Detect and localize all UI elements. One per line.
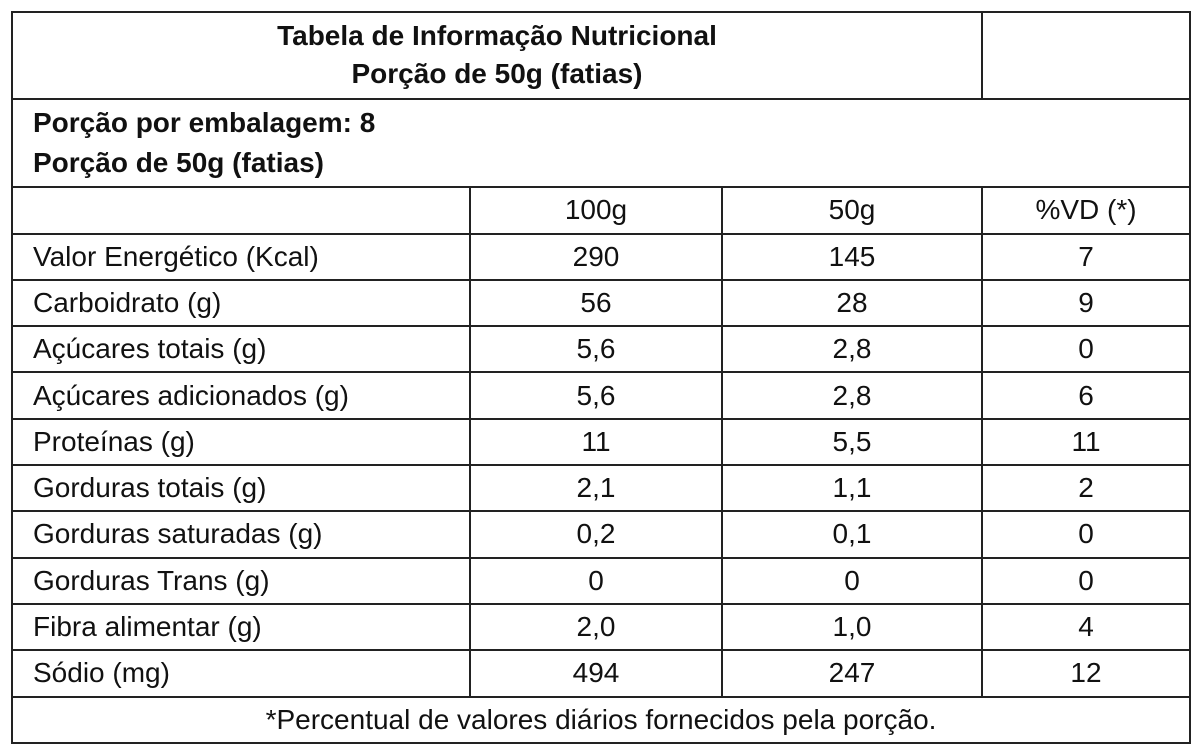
nutrient-row: Sódio (mg) 494 247 12	[11, 649, 1191, 698]
nutrient-name: Proteínas (g)	[11, 417, 471, 467]
value-50g: 247	[721, 649, 983, 698]
nutrient-name: Sódio (mg)	[11, 649, 471, 698]
nutrient-name: Carboidrato (g)	[11, 278, 471, 328]
portion-info: Porção por embalagem: 8 Porção de 50g (f…	[11, 97, 1191, 189]
nutrient-name: Açúcares totais (g)	[11, 325, 471, 374]
value-50g: 1,0	[721, 602, 983, 652]
table-title: Tabela de Informação Nutricional Porção …	[11, 11, 983, 100]
nutrition-table-grid: Tabela de Informação Nutricional Porção …	[11, 11, 1191, 745]
value-vd: 7	[981, 232, 1191, 281]
nutrient-row: Proteínas (g) 11 5,5 11	[11, 417, 1191, 467]
value-50g: 2,8	[721, 371, 983, 420]
value-50g: 2,8	[721, 325, 983, 374]
nutrient-row: Açúcares totais (g) 5,6 2,8 0	[11, 325, 1191, 374]
portions-per-package: Porção por embalagem: 8	[33, 106, 376, 138]
column-header-vd: %VD (*)	[981, 186, 1191, 235]
value-50g: 0	[721, 556, 983, 606]
value-vd: 0	[981, 556, 1191, 606]
value-50g: 145	[721, 232, 983, 281]
value-vd: 12	[981, 649, 1191, 698]
value-50g: 5,5	[721, 417, 983, 467]
value-100g: 11	[469, 417, 723, 467]
nutrient-name: Valor Energético (Kcal)	[11, 232, 471, 281]
title-row: Tabela de Informação Nutricional Porção …	[11, 11, 1191, 100]
value-vd: 0	[981, 325, 1191, 374]
nutrient-row: Gorduras saturadas (g) 0,2 0,1 0	[11, 510, 1191, 559]
value-vd: 11	[981, 417, 1191, 467]
nutrient-rows: Valor Energético (Kcal) 290 145 7 Carboidrat…	[11, 232, 1191, 698]
title-line-1: Tabela de Informação Nutricional	[277, 20, 717, 52]
nutrient-row: Gorduras Trans (g) 0 0 0	[11, 556, 1191, 606]
portion-row: Porção por embalagem: 8 Porção de 50g (f…	[11, 97, 1191, 189]
value-vd: 0	[981, 510, 1191, 559]
column-header-row: 100g 50g %VD (*)	[11, 186, 1191, 235]
value-vd: 2	[981, 464, 1191, 513]
value-vd: 6	[981, 371, 1191, 420]
value-50g: 0,1	[721, 510, 983, 559]
nutrient-row: Gorduras totais (g) 2,1 1,1 2	[11, 464, 1191, 513]
value-50g: 28	[721, 278, 983, 328]
nutrient-name: Gorduras totais (g)	[11, 464, 471, 513]
value-100g: 494	[469, 649, 723, 698]
value-100g: 2,1	[469, 464, 723, 513]
title-empty-cell	[981, 11, 1191, 100]
nutrient-row: Fibra alimentar (g) 2,0 1,0 4	[11, 602, 1191, 652]
nutrition-facts-table: Tabela de Informação Nutricional Porção …	[11, 11, 1191, 745]
value-vd: 4	[981, 602, 1191, 652]
value-100g: 0,2	[469, 510, 723, 559]
footnote: *Percentual de valores diários fornecido…	[11, 695, 1191, 745]
column-header-50g: 50g	[721, 186, 983, 235]
value-vd: 9	[981, 278, 1191, 328]
value-50g: 1,1	[721, 464, 983, 513]
nutrient-row: Valor Energético (Kcal) 290 145 7	[11, 232, 1191, 281]
nutrient-row: Açúcares adicionados (g) 5,6 2,8 6	[11, 371, 1191, 420]
nutrient-name: Fibra alimentar (g)	[11, 602, 471, 652]
nutrient-row: Carboidrato (g) 56 28 9	[11, 278, 1191, 328]
nutrient-name: Gorduras saturadas (g)	[11, 510, 471, 559]
nutrient-name: Gorduras Trans (g)	[11, 556, 471, 606]
title-line-2: Porção de 50g (fatias)	[351, 58, 643, 90]
value-100g: 5,6	[469, 325, 723, 374]
portion-size: Porção de 50g (fatias)	[33, 146, 324, 178]
value-100g: 2,0	[469, 602, 723, 652]
nutrient-name: Açúcares adicionados (g)	[11, 371, 471, 420]
column-header-100g: 100g	[469, 186, 723, 235]
value-100g: 56	[469, 278, 723, 328]
value-100g: 290	[469, 232, 723, 281]
value-100g: 5,6	[469, 371, 723, 420]
value-100g: 0	[469, 556, 723, 606]
column-header-empty	[11, 186, 471, 235]
footnote-row: *Percentual de valores diários fornecido…	[11, 695, 1191, 745]
